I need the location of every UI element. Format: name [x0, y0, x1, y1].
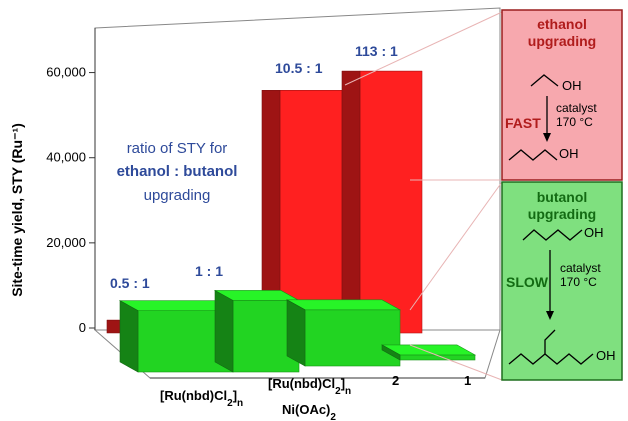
connector-lines [344, 11, 503, 381]
butanol-condition-2: 170 °C [560, 275, 597, 289]
y-tick-label: 0 [79, 320, 86, 335]
ethylhexanol-molecule [508, 353, 594, 365]
butanol-bar [380, 344, 477, 361]
y-axis: 0 20,000 40,000 60,000 [46, 65, 95, 335]
ethanol-bar [261, 90, 343, 334]
butanol-bar [285, 299, 402, 367]
ethanol-product-oh-label: OH [559, 146, 579, 161]
ethanol-condition-1: catalyst [556, 101, 597, 115]
ratio-label: 0.5 : 1 [110, 275, 150, 291]
butanol-bar [213, 289, 301, 373]
butanol-speed-label: SLOW [506, 274, 549, 290]
ethanol-scheme: ethanol upgrading OH FAST catalyst 170 °… [501, 9, 623, 181]
ethanol-speed-label: FAST [505, 115, 541, 131]
annotation-line-2: ethanol : butanol [117, 163, 238, 180]
butanol-product-molecule [508, 149, 558, 161]
ethanol-arrow-head [543, 133, 551, 142]
butanol-molecule [522, 229, 583, 241]
y-tick-label: 60,000 [46, 65, 86, 80]
ethanol-bar [341, 70, 423, 334]
ratio-labels: 0.5 : 1 1 : 1 10.5 : 1 113 : 1 [110, 43, 398, 291]
butanol-scheme-title-1: butanol [537, 189, 588, 205]
category-label: Ni(OAc)2 [282, 402, 336, 421]
y-tick-label: 20,000 [46, 235, 86, 250]
ethanol-scheme-title-2: upgrading [528, 33, 596, 49]
butanol-scheme-box [501, 181, 623, 381]
bars-group [106, 70, 477, 373]
butanol-scheme: butanol upgrading OH SLOW catalyst 170 °… [501, 181, 623, 381]
category-label: [Ru(nbd)Cl2]n [268, 376, 351, 397]
ratio-label: 1 : 1 [195, 263, 223, 279]
ethanol-scheme-title-1: ethanol [537, 16, 587, 32]
ethanol-condition-2: 170 °C [556, 115, 593, 129]
ratio-label: 113 : 1 [355, 43, 398, 59]
butanol-product-oh-label: OH [596, 348, 616, 363]
annotation-line-3: upgrading [144, 187, 211, 204]
butanol-bar [118, 300, 235, 373]
category-label: 1 [464, 373, 471, 388]
y-tick-label: 40,000 [46, 150, 86, 165]
ethanol-oh-label: OH [562, 78, 582, 93]
butanol-condition-1: catalyst [560, 261, 601, 275]
category-label: [Ru(nbd)Cl2]n [160, 388, 243, 409]
ethanol-molecule [530, 74, 559, 87]
annotation-line-1: ratio of STY for [127, 140, 228, 157]
ethylhexanol-branch [544, 329, 556, 354]
y-axis-label: Site-time yield, STY (Ru⁻¹) [9, 123, 25, 297]
ratio-label: 10.5 : 1 [275, 60, 323, 76]
butanol-oh-label: OH [584, 225, 604, 240]
butanol-scheme-title-2: upgrading [528, 206, 596, 222]
category-labels: [Ru(nbd)Cl2]n [Ru(nbd)Cl2]n Ni(OAc)2 2 1 [160, 373, 471, 421]
butanol-arrow-head [546, 311, 554, 320]
category-label: 2 [392, 373, 399, 388]
